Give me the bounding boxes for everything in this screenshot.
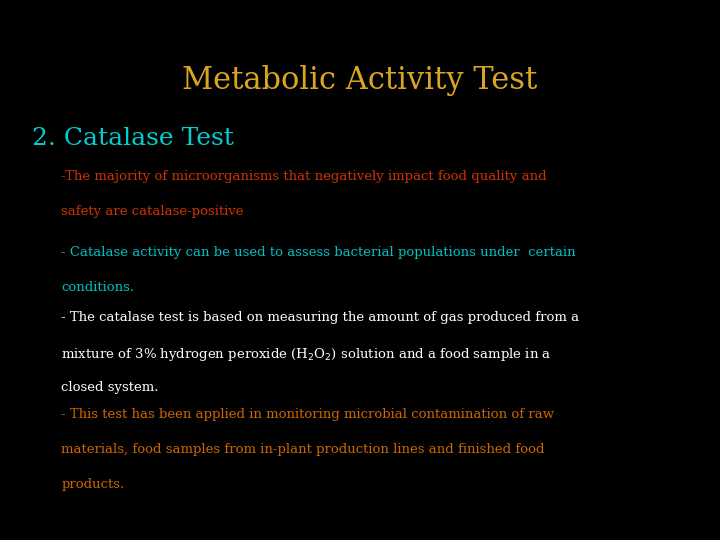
Text: Metabolic Activity Test: Metabolic Activity Test [182,65,538,96]
Text: -The majority of microorganisms that negatively impact food quality and: -The majority of microorganisms that neg… [61,170,546,183]
Text: conditions.: conditions. [61,281,135,294]
Text: - This test has been applied in monitoring microbial contamination of raw: - This test has been applied in monitori… [61,408,554,421]
Text: products.: products. [61,478,125,491]
Text: - Catalase activity can be used to assess bacterial populations under  certain: - Catalase activity can be used to asses… [61,246,576,259]
Text: closed system.: closed system. [61,381,158,394]
Text: safety are catalase-positive: safety are catalase-positive [61,205,243,218]
Text: materials, food samples from in-plant production lines and finished food: materials, food samples from in-plant pr… [61,443,545,456]
Text: mixture of 3% hydrogen peroxide (H$_2$O$_2$) solution and a food sample in a: mixture of 3% hydrogen peroxide (H$_2$O$… [61,346,552,362]
Text: 2. Catalase Test: 2. Catalase Test [32,127,234,150]
Text: - The catalase test is based on measuring the amount of gas produced from a: - The catalase test is based on measurin… [61,310,580,323]
